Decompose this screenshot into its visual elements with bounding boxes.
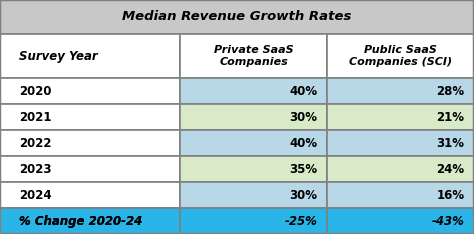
Bar bbox=[327, 104, 474, 130]
Text: 40%: 40% bbox=[290, 85, 318, 98]
Bar bbox=[0, 130, 180, 156]
Bar bbox=[0, 78, 180, 104]
Bar bbox=[180, 34, 327, 78]
Text: 2021: 2021 bbox=[19, 111, 52, 124]
Bar bbox=[0, 208, 180, 234]
Text: Median Revenue Growth Rates: Median Revenue Growth Rates bbox=[122, 11, 352, 23]
Text: 30%: 30% bbox=[290, 111, 318, 124]
Text: 24%: 24% bbox=[437, 163, 465, 176]
Bar bbox=[180, 78, 327, 104]
Bar bbox=[0, 34, 180, 78]
Bar bbox=[0, 104, 180, 130]
Text: Private SaaS
Companies: Private SaaS Companies bbox=[214, 45, 293, 67]
Bar bbox=[327, 208, 474, 234]
Text: -43%: -43% bbox=[432, 215, 465, 227]
Bar bbox=[180, 130, 327, 156]
Text: 2023: 2023 bbox=[19, 163, 52, 176]
Bar bbox=[327, 156, 474, 182]
Bar bbox=[180, 104, 327, 130]
Bar bbox=[327, 182, 474, 208]
Text: -25%: -25% bbox=[285, 215, 318, 227]
Text: 2022: 2022 bbox=[19, 137, 52, 150]
Bar bbox=[0, 0, 474, 34]
Text: 2024: 2024 bbox=[19, 189, 52, 202]
Text: 2020: 2020 bbox=[19, 85, 52, 98]
Bar bbox=[180, 208, 327, 234]
Text: 31%: 31% bbox=[437, 137, 465, 150]
Bar bbox=[327, 130, 474, 156]
Text: Public SaaS
Companies (SCI): Public SaaS Companies (SCI) bbox=[349, 45, 452, 67]
Text: 21%: 21% bbox=[437, 111, 465, 124]
Bar bbox=[0, 156, 180, 182]
Text: 40%: 40% bbox=[290, 137, 318, 150]
Bar bbox=[0, 182, 180, 208]
Text: % Change 2020-24: % Change 2020-24 bbox=[19, 215, 142, 227]
Text: Survey Year: Survey Year bbox=[19, 50, 98, 63]
Bar bbox=[0, 208, 180, 234]
Bar bbox=[180, 182, 327, 208]
Text: 28%: 28% bbox=[437, 85, 465, 98]
Text: % Change 2020-24: % Change 2020-24 bbox=[19, 215, 142, 227]
Bar bbox=[180, 156, 327, 182]
Bar bbox=[327, 34, 474, 78]
Text: 16%: 16% bbox=[437, 189, 465, 202]
Text: 35%: 35% bbox=[290, 163, 318, 176]
Bar bbox=[327, 78, 474, 104]
Text: 30%: 30% bbox=[290, 189, 318, 202]
